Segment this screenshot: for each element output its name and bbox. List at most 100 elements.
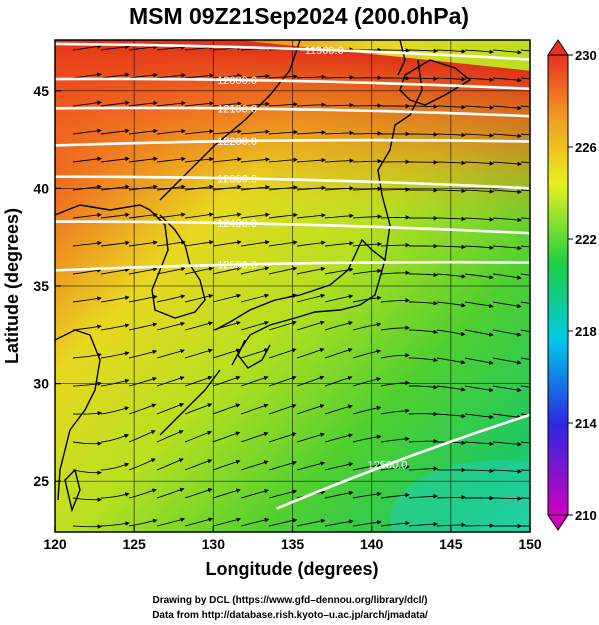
colorbar-tick-label: 230: [575, 48, 597, 63]
streamline-arrow: [352, 322, 382, 331]
streamline-arrow: [352, 214, 383, 219]
colorbar-ticks: 230 226 222 218 214 210: [568, 48, 597, 523]
credit-drawing: Drawing by DCL (https://www.gfd–dennou.o…: [152, 595, 427, 606]
streamline-arrow: [268, 489, 298, 499]
streamline-arrow: [156, 349, 185, 359]
streamline-arrow: [212, 517, 242, 527]
streamline-arrow: [380, 353, 410, 359]
streamline-arrow: [408, 76, 439, 81]
streamline-arrow: [212, 293, 242, 303]
streamline-arrow: [240, 293, 270, 303]
streamline-arrow: [464, 161, 495, 166]
streamline-arrow: [100, 72, 130, 79]
streamline-arrow: [212, 403, 241, 415]
streamline-arrow: [409, 132, 439, 137]
streamline-arrow: [100, 44, 130, 51]
streamline-arrow: [184, 101, 215, 107]
streamline-arrow: [520, 273, 530, 276]
streamline-arrow: [156, 402, 185, 415]
streamline-arrow: [324, 294, 354, 303]
x-axis-label: Longitude (degrees): [205, 559, 378, 579]
streamline-arrow: [240, 348, 269, 359]
streamline-arrow: [464, 49, 495, 55]
contour-label: 12200.0: [217, 136, 257, 148]
height-contour-line: [55, 106, 530, 118]
streamline-arrow: [212, 240, 242, 247]
streamline-arrow: [296, 432, 325, 443]
streamline-arrow: [100, 406, 130, 415]
streamline-arrow: [184, 240, 214, 247]
streamline-arrow: [184, 212, 214, 219]
colorbar-body: [547, 54, 569, 516]
x-tick-label: 130: [202, 536, 226, 552]
height-contours: 11900.0 12000.0 12100.0 12200.0 12300.0 12400…: [55, 42, 530, 510]
streamline-arrow: [492, 329, 522, 337]
streamline-arrow: [408, 329, 439, 335]
streamline-arrow: [352, 405, 382, 415]
streamline-arrow: [492, 105, 523, 111]
streamline-arrow: [380, 187, 411, 192]
streamline-arrow: [464, 468, 495, 474]
streamline-arrow: [520, 77, 530, 80]
streamline-arrow: [296, 518, 326, 527]
streamline-arrow: [324, 462, 354, 471]
streamline-arrow: [184, 293, 214, 303]
streamline-arrow: [520, 413, 530, 416]
y-tick-label: 40: [33, 180, 49, 196]
streamline-arrow: [492, 133, 523, 139]
streamline-arrow: [268, 403, 297, 415]
streamline-arrow: [184, 430, 213, 443]
streamline-arrow: [464, 357, 494, 365]
streamline-arrow: [296, 293, 326, 303]
streamline-arrow: [492, 217, 523, 223]
streamline-arrow: [324, 320, 353, 331]
colorbar: 230 226 222 218 214 210: [547, 39, 597, 531]
streamline-arrow: [324, 490, 354, 499]
x-tick-label: 145: [439, 536, 463, 552]
streamline-arrow: [409, 384, 439, 390]
colorbar-tick-label: 222: [575, 232, 597, 247]
streamline-arrow: [156, 240, 186, 247]
streamline-arrow: [520, 441, 530, 444]
streamline-arrow: [100, 462, 130, 471]
streamline-arrow: [156, 430, 184, 443]
streamline-arrow: [72, 72, 102, 79]
streamline-arrow: [296, 404, 325, 415]
streamline-arrow: [380, 298, 411, 303]
height-contour-line: [55, 175, 530, 190]
streamline-arrow: [240, 73, 271, 79]
streamline-arrow: [212, 375, 241, 387]
x-tick-label: 120: [43, 536, 67, 552]
streamline-arrow: [184, 73, 215, 79]
streamline-arrow: [128, 212, 158, 219]
height-contour-line: [55, 77, 530, 91]
streamline-arrow: [240, 157, 271, 163]
streamline-arrow: [492, 357, 522, 365]
streamline-arrow: [128, 72, 158, 79]
streamline-arrow: [492, 469, 523, 474]
streamline-arrow: [212, 157, 242, 163]
streamline-arrow: [296, 74, 327, 80]
streamline-arrow: [324, 519, 354, 527]
streamline-arrow: [464, 273, 494, 280]
streamline-arrow: [464, 133, 495, 138]
streamline-arrow: [72, 212, 102, 219]
credit-data: Data from http://database.rish.kyoto–u.a…: [152, 610, 428, 621]
streamline-arrow: [156, 128, 186, 135]
streamline-arrow: [100, 433, 130, 443]
streamline-arrow: [352, 186, 383, 192]
streamline-arrow: [409, 272, 439, 278]
streamline-arrow: [128, 240, 158, 247]
streamline-arrow: [240, 129, 271, 135]
streamline-arrow: [492, 273, 522, 280]
streamline-arrow: [240, 266, 270, 275]
streamline-arrow: [72, 100, 102, 107]
streamline-arrow: [520, 329, 530, 333]
streamline-arrow: [72, 44, 102, 51]
streamline-arrow: [212, 431, 241, 443]
streamline-arrow: [352, 463, 382, 471]
streamline-arrow: [380, 464, 410, 471]
streamline-arrow: [184, 459, 213, 471]
streamline-arrow: [100, 323, 130, 331]
